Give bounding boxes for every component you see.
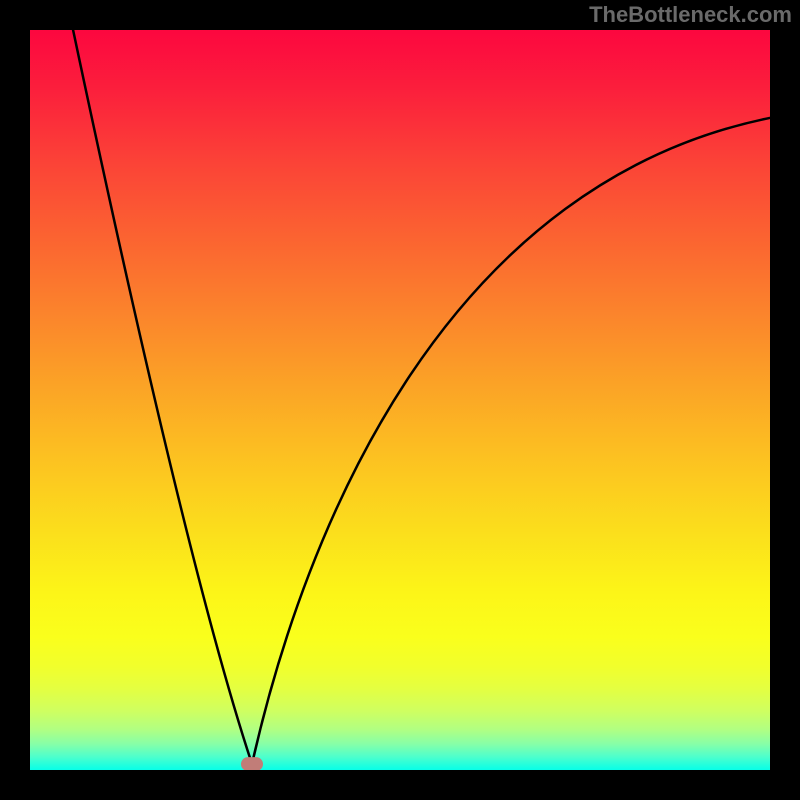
vertex-marker bbox=[241, 757, 263, 771]
gradient-background bbox=[30, 30, 770, 770]
bottleneck-chart: TheBottleneck.com bbox=[0, 0, 800, 800]
watermark-text: TheBottleneck.com bbox=[589, 2, 792, 27]
chart-container: { "watermark": { "text": "TheBottleneck.… bbox=[0, 0, 800, 800]
